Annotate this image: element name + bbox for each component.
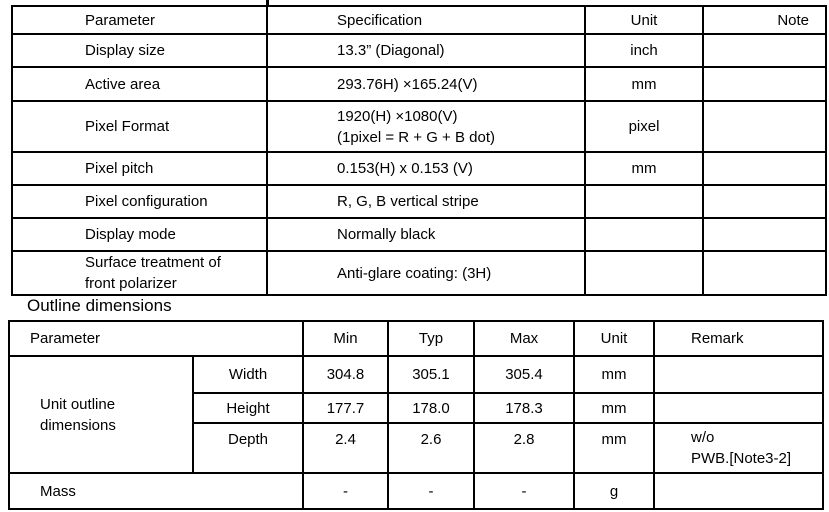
table-row: Pixel configuration R, G, B vertical str… [11,184,827,219]
mass-remark [653,472,824,510]
height-remark [653,392,824,424]
height-max: 178.3 [473,392,575,424]
param-mass: Mass [8,472,304,510]
height-unit: mm [573,392,655,424]
unit-cell [584,184,704,219]
note-cell [702,33,827,68]
param-surface-treatment-line1: Surface treatment of [85,254,221,271]
param-unit-outline-line1: Unit outline [40,395,116,413]
note-cell [702,184,827,219]
spec-header-unit: Unit [584,5,704,35]
width-max: 305.4 [473,355,575,394]
param-surface-treatment: Surface treatment of front polarizer [11,250,268,296]
table-row: Display mode Normally black [11,217,827,252]
outline-header-min: Min [302,320,389,357]
table-row: Height 177.7 178.0 178.3 mm [9,392,824,424]
unit-display-size: inch [584,33,704,68]
param-pixel-pitch: Pixel pitch [11,151,268,186]
outline-header-parameter: Parameter [8,320,304,357]
spec-surface-treatment: Anti-glare coating: (3H) [266,250,586,296]
depth-max: 2.8 [473,422,575,474]
note-cell [702,151,827,186]
param-unit-outline-line2: dimensions [40,416,116,434]
table-row: Parameter Min Typ Max Unit Remark [8,320,824,357]
note-cell [702,66,827,102]
spec-active-area: 293.76H) ×165.24(V) [266,66,586,102]
spec-pixel-format-line1: 1920(H) ×1080(V) [337,107,458,125]
mass-unit: g [573,472,655,510]
spec-header-specification: Specification [266,5,586,35]
param-surface-treatment-line2: front polarizer [85,275,177,292]
spec-header-note: Note [702,5,827,35]
depth-remark: w/o PWB.[Note3-2] [653,422,824,474]
param-pixel-format: Pixel Format [11,100,268,153]
depth-remark-line2: PWB.[Note3-2] [691,450,792,467]
spec-display-mode: Normally black [266,217,586,252]
param-display-mode: Display mode [11,217,268,252]
outline-dimensions-heading: Outline dimensions [27,296,172,315]
width-unit: mm [573,355,655,394]
param-active-area: Active area [11,66,268,102]
spec-pixel-pitch: 0.153(H) x 0.153 (V) [266,151,586,186]
note-cell [702,100,827,153]
table-row: Display size 13.3” (Diagonal) inch [11,33,827,68]
cropped-text-fragment [266,0,269,6]
depth-typ: 2.6 [387,422,475,474]
subparam-height: Height [192,392,304,424]
table-row: Parameter Specification Unit Note [11,5,827,35]
spec-header-parameter: Parameter [11,5,268,35]
unit-cell [584,250,704,296]
depth-min: 2.4 [302,422,389,474]
outline-header-remark: Remark [653,320,824,357]
table-row: Pixel Format 1920(H) ×1080(V) (1pixel = … [11,100,827,153]
width-remark [653,355,824,394]
table-row: Surface treatment of front polarizer Ant… [11,250,827,296]
unit-pixel-format: pixel [584,100,704,153]
mass-max: - [473,472,575,510]
unit-pixel-pitch: mm [584,151,704,186]
width-typ: 305.1 [387,355,475,394]
mass-min: - [302,472,389,510]
outline-header-max: Max [473,320,575,357]
subparam-width: Width [192,355,304,394]
depth-remark-line1: w/o [691,429,715,446]
table-row: Unit outline dimensions Width 304.8 305.… [8,355,824,474]
note-cell [702,217,827,252]
spec-display-size: 13.3” (Diagonal) [266,33,586,68]
param-pixel-configuration: Pixel configuration [11,184,268,219]
table-row: Active area 293.76H) ×165.24(V) mm [11,66,827,102]
param-unit-outline-dimensions: Unit outline dimensions [8,355,194,474]
unit-active-area: mm [584,66,704,102]
spec-pixel-format-line2: (1pixel = R + G + B dot) [337,128,495,146]
outline-dimensions-table: Parameter Min Typ Max Unit Remark Unit o… [8,320,824,510]
width-min: 304.8 [302,355,389,394]
depth-unit: mm [573,422,655,474]
note-cell [702,250,827,296]
param-display-size: Display size [11,33,268,68]
table-row: Pixel pitch 0.153(H) x 0.153 (V) mm [11,151,827,186]
table-row: Depth 2.4 2.6 2.8 mm w/o PWB.[Note3-2] [9,422,824,474]
table-row: Mass - - - g [8,472,824,510]
height-min: 177.7 [302,392,389,424]
subparam-depth: Depth [192,422,304,474]
height-typ: 178.0 [387,392,475,424]
general-spec-table: Parameter Specification Unit Note Displa… [11,5,827,296]
mass-typ: - [387,472,475,510]
outline-header-unit: Unit [573,320,655,357]
spec-pixel-configuration: R, G, B vertical stripe [266,184,586,219]
outline-header-typ: Typ [387,320,475,357]
spec-pixel-format: 1920(H) ×1080(V) (1pixel = R + G + B dot… [266,100,586,153]
unit-cell [584,217,704,252]
